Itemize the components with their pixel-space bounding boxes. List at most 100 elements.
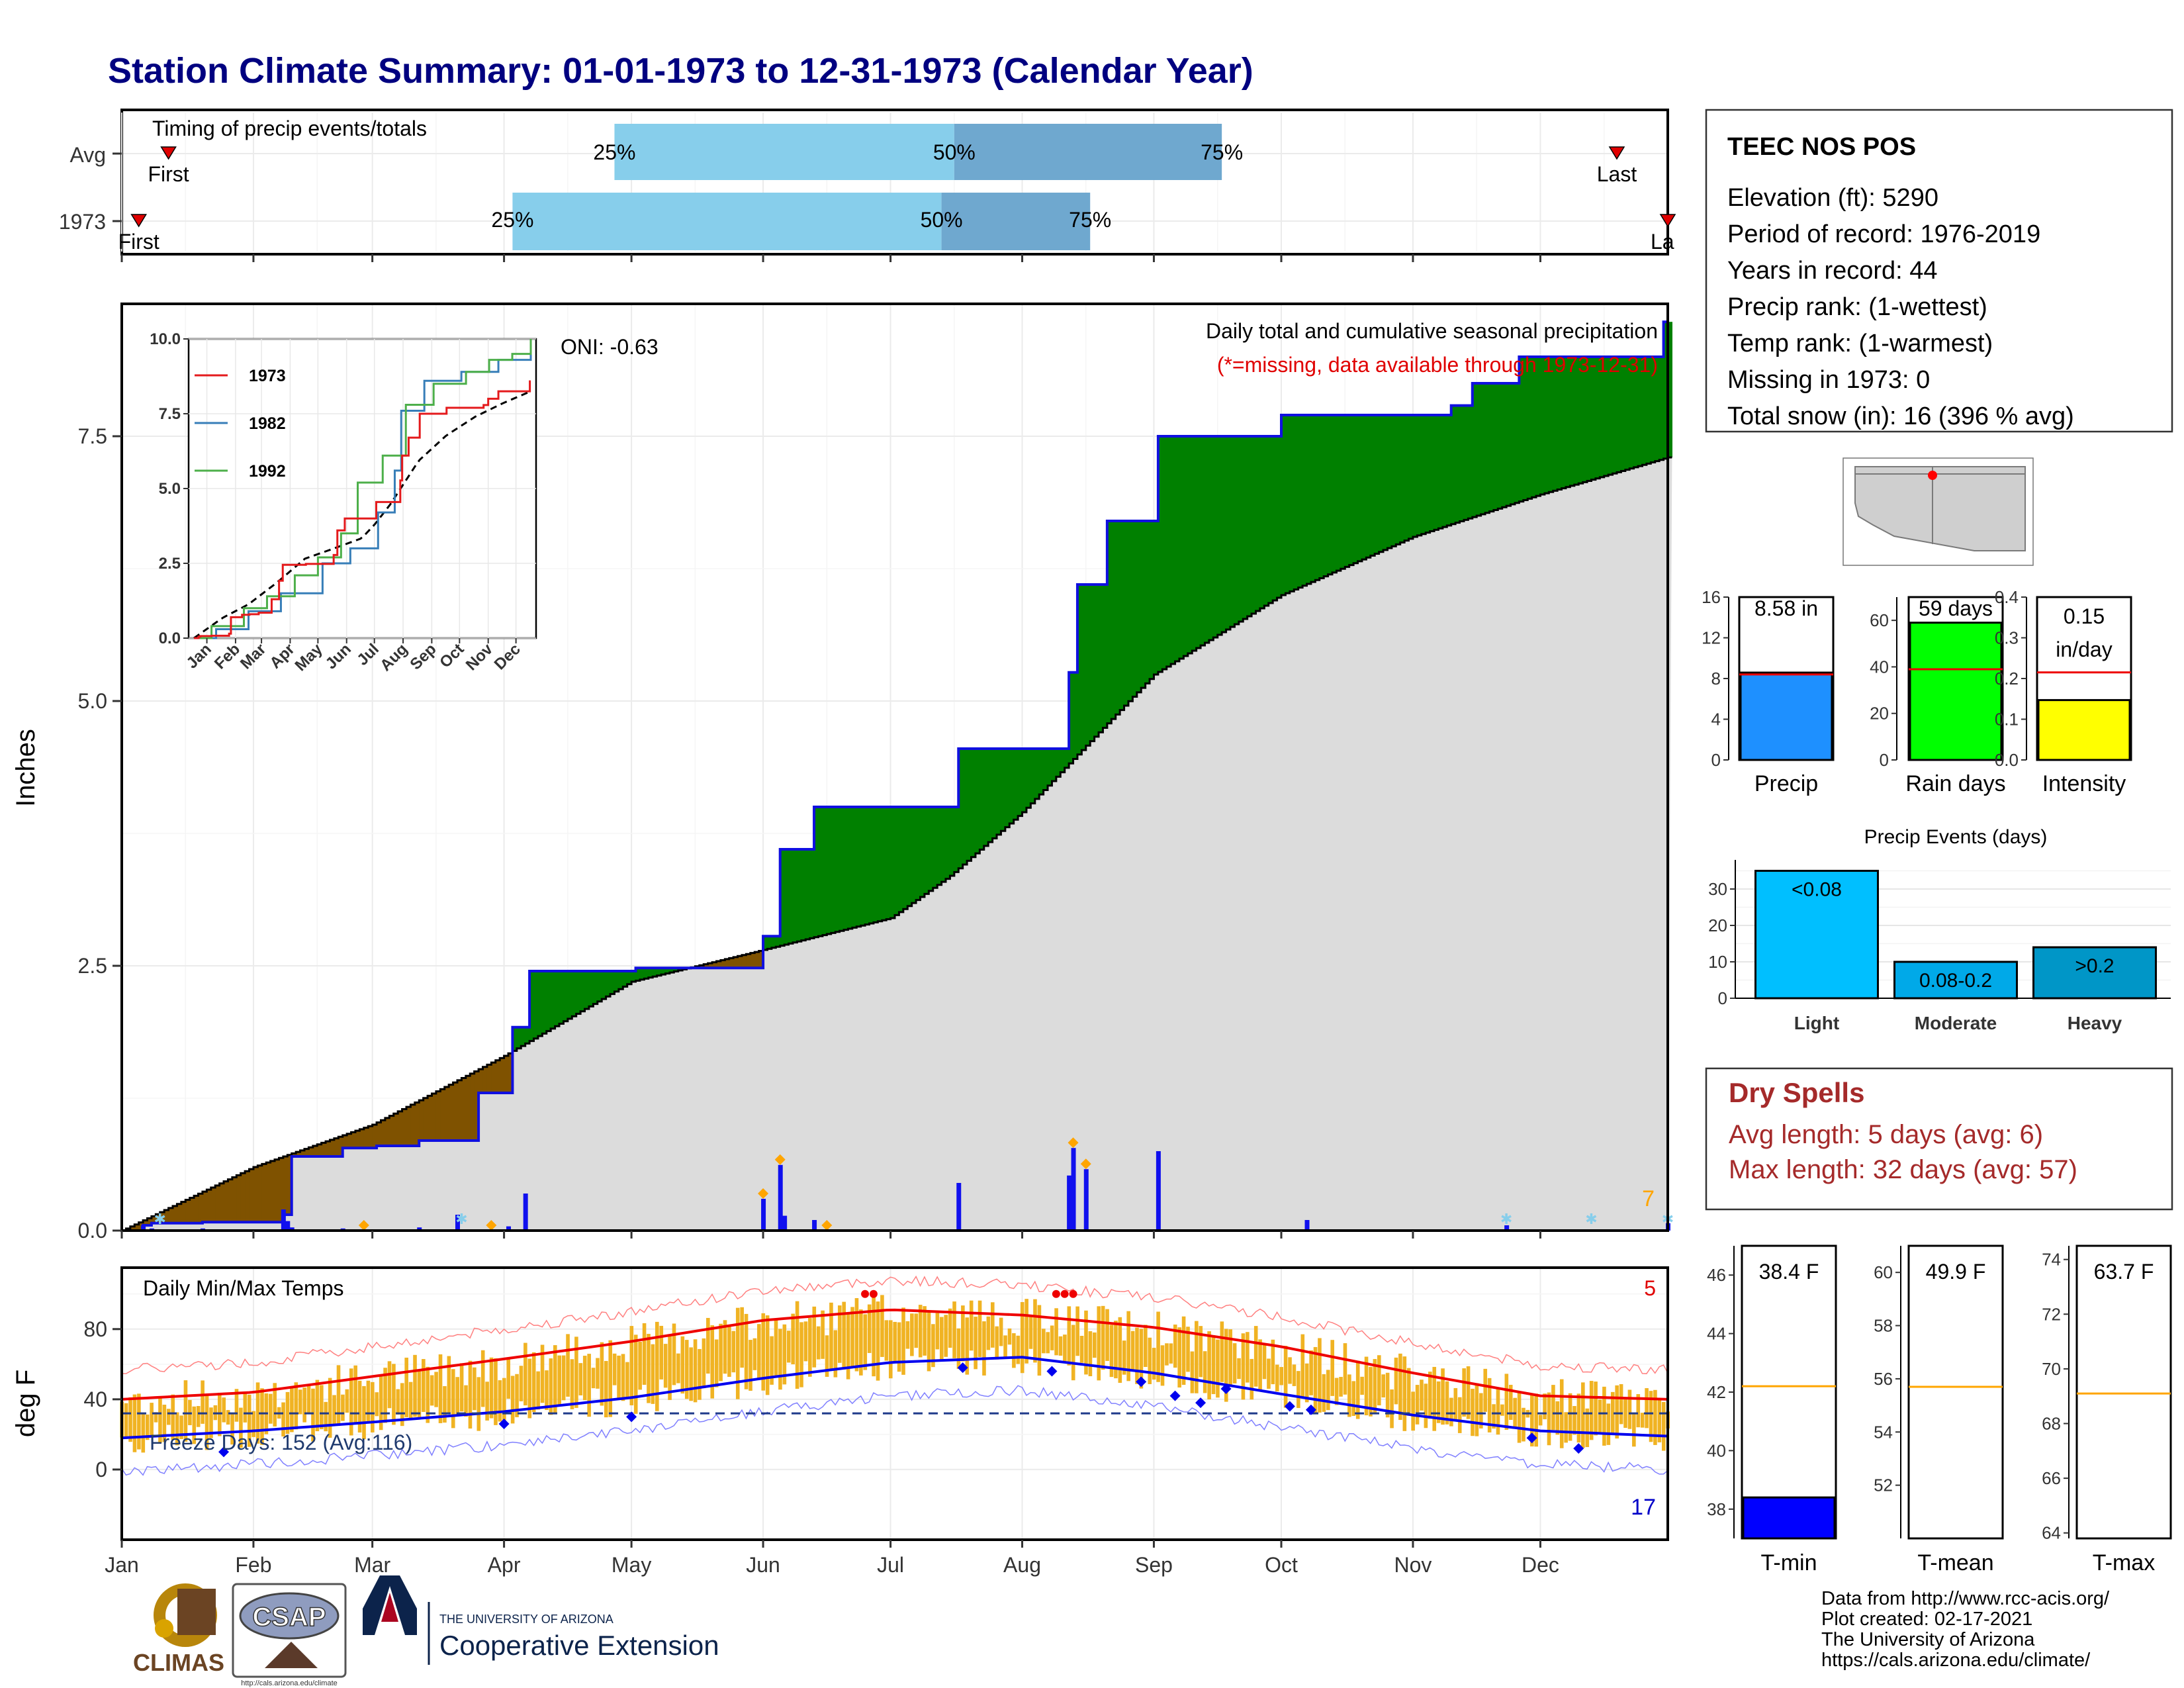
precip-surplus-slice <box>1366 415 1371 558</box>
precip-surplus-slice <box>878 807 883 921</box>
daily-temp-range-bar <box>561 1355 566 1401</box>
precip-surplus-slice <box>1600 357 1605 477</box>
daily-temp-range-bar <box>1572 1406 1576 1435</box>
daily-temp-range-bar <box>816 1326 821 1360</box>
daily-temp-range-bar <box>1088 1331 1093 1376</box>
precip-surplus-slice <box>869 807 874 923</box>
precip-surplus-slice <box>1361 415 1367 560</box>
temp-summary-tick-label: 42 <box>1707 1382 1726 1402</box>
daily-temp-range-bar <box>918 1305 923 1358</box>
precip-surplus-slice <box>1124 521 1129 706</box>
precip-surplus-slice <box>1111 521 1116 720</box>
snow-marker <box>486 1220 497 1231</box>
precip-deficit-slice <box>270 1160 275 1223</box>
summary-bar <box>1909 622 2003 761</box>
precip-surplus-slice <box>1561 357 1567 489</box>
record-low-marker <box>1136 1376 1147 1387</box>
precip-surplus-slice <box>657 968 662 976</box>
precip-deficit-slice <box>449 1084 454 1141</box>
precip-surplus-slice <box>1616 357 1622 473</box>
climas-logo-text: CLIMAS <box>133 1649 224 1676</box>
summary-bar-tick-label: 20 <box>1870 704 1889 724</box>
daily-temp-range-bar <box>1657 1399 1662 1442</box>
summary-bar-value: 59 days <box>1919 596 1993 620</box>
daily-temp-range-bar <box>468 1360 473 1429</box>
precip-surplus-slice <box>1468 405 1473 519</box>
daily-temp-range-bar <box>939 1317 944 1361</box>
precip-surplus-slice <box>997 749 1002 835</box>
daily-temp-range-bar <box>222 1397 226 1423</box>
precip-surplus-slice <box>1332 415 1338 573</box>
daily-temp-range-bar <box>1058 1336 1063 1356</box>
precip-surplus-slice <box>1493 383 1498 510</box>
precip-surplus-slice <box>1205 436 1210 643</box>
daily-temp-range-bar <box>298 1389 302 1415</box>
precip-surplus-slice <box>1651 357 1656 463</box>
precip-deficit-slice <box>419 1100 424 1141</box>
precip-surplus-slice <box>890 807 895 918</box>
precip-surplus-slice <box>1438 415 1443 529</box>
daily-temp-range-bar <box>795 1301 799 1389</box>
precip-deficit-slice <box>279 1158 284 1223</box>
daily-temp-range-bar <box>978 1300 982 1358</box>
daily-temp-range-bar <box>464 1385 468 1417</box>
daily-temp-range-bar <box>1181 1316 1186 1385</box>
precip-surplus-slice <box>542 971 547 1034</box>
precip-event-category: Moderate <box>1915 1013 1997 1033</box>
daily-temp-range-bar <box>523 1342 527 1406</box>
daily-temp-range-bar <box>884 1320 889 1361</box>
daily-temp-range-bar <box>1385 1372 1390 1418</box>
daily-temp-range-bar <box>1042 1329 1046 1354</box>
daily-temp-range-bar <box>850 1307 854 1368</box>
precip-surplus-slice <box>1336 415 1342 571</box>
daily-temp-range-bar <box>1496 1389 1500 1435</box>
observed-cumulative-line <box>122 320 1668 1232</box>
daily-temp-range-bar <box>854 1298 859 1372</box>
timing-label-50: 50% <box>933 140 976 164</box>
precip-deficit-slice <box>308 1147 314 1156</box>
precip-surplus-slice <box>856 807 862 927</box>
daily-temp-range-bar <box>366 1380 371 1423</box>
daily-temp-range-bar <box>1347 1374 1351 1417</box>
daily-precip-bar <box>141 1225 146 1231</box>
precip-surplus-slice <box>1213 436 1218 637</box>
precip-surplus-slice <box>1659 357 1664 460</box>
daily-temp-range-bar <box>243 1393 248 1423</box>
precip-deficit-slice <box>312 1146 318 1156</box>
precip-surplus-slice <box>1655 357 1660 461</box>
dry-spells-max: Max length: 32 days (avg: 57) <box>1729 1155 2077 1184</box>
daily-temp-range-bar <box>842 1301 846 1370</box>
daily-temp-range-bar <box>659 1325 664 1380</box>
month-label: Apr <box>488 1553 521 1577</box>
precip-surplus-slice <box>1259 436 1265 608</box>
daily-temp-range-bar <box>1564 1412 1568 1443</box>
precip-deficit-slice <box>185 1199 191 1223</box>
daily-temp-range-bar <box>786 1331 791 1363</box>
daily-temp-range-bar <box>1381 1374 1386 1398</box>
daily-temp-range-bar <box>281 1402 285 1437</box>
precip-surplus-slice <box>916 807 921 900</box>
daily-temp-range-bar <box>124 1403 128 1439</box>
daily-temp-range-bar <box>867 1304 872 1353</box>
record-low-marker <box>1526 1432 1537 1444</box>
station-name: TEEC NOS POS <box>1727 133 1916 161</box>
precip-surplus-slice <box>1175 436 1180 661</box>
summary-bar-tick-label: 8 <box>1711 669 1721 688</box>
daily-temp-range-bar <box>600 1342 604 1406</box>
precip-deficit-slice <box>363 1127 369 1149</box>
precip-surplus-slice <box>1549 357 1554 492</box>
precip-surplus-slice <box>873 807 878 923</box>
precip-surplus-slice <box>1625 357 1630 470</box>
daily-temp-range-bar <box>837 1305 842 1363</box>
precip-deficit-slice <box>504 1056 509 1093</box>
precip-surplus-slice <box>852 807 857 928</box>
daily-temp-range-bar <box>1411 1391 1415 1431</box>
daily-temp-range-bar <box>1300 1334 1305 1399</box>
daily-temp-range-bar <box>1028 1316 1033 1349</box>
precip-surplus-slice <box>1001 749 1006 831</box>
precip-deficit-slice <box>224 1181 229 1223</box>
trace-marker: ✱ <box>1585 1211 1597 1227</box>
daily-precip-bar <box>1504 1225 1510 1231</box>
precip-surplus-slice <box>1268 436 1273 603</box>
precip-surplus-slice <box>1030 749 1036 804</box>
